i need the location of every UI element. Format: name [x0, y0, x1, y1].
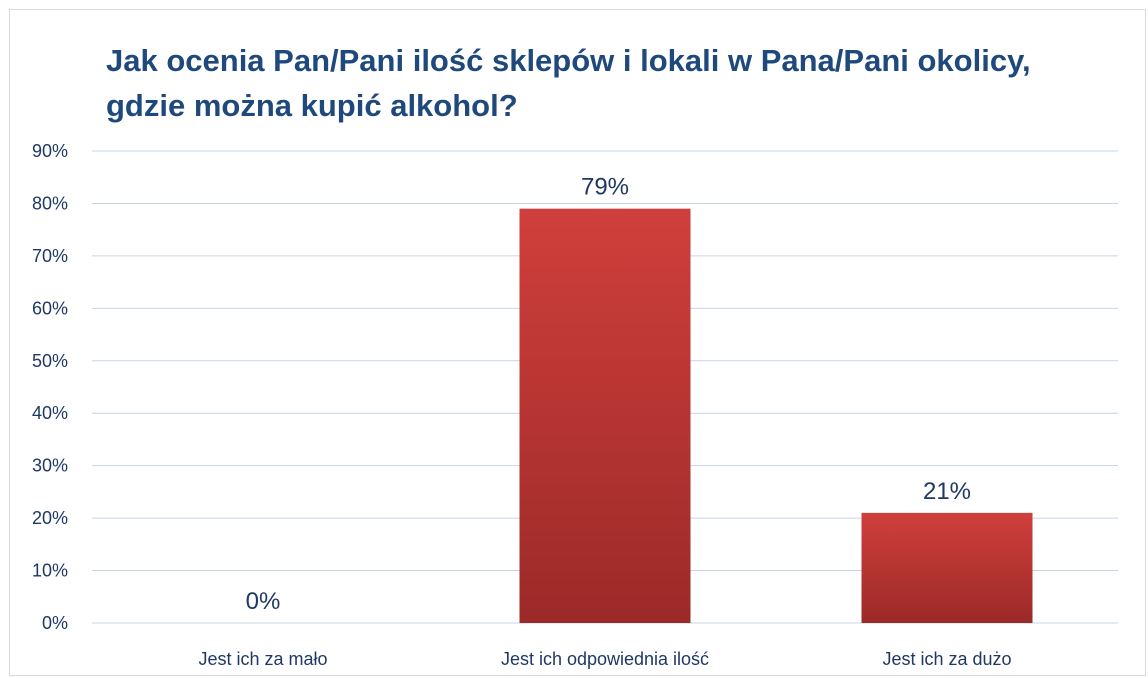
bar	[861, 512, 1033, 623]
bars	[519, 208, 1033, 623]
category-label: Jest ich za dużo	[882, 649, 1011, 669]
data-labels: 0% 79% 21%	[246, 174, 971, 615]
y-tick-label: 10%	[32, 561, 68, 581]
y-tick-label: 30%	[32, 456, 68, 476]
chart-title: Jak ocenia Pan/Pani ilość sklepów i loka…	[106, 43, 1031, 123]
bar	[519, 208, 691, 623]
category-label: Jest ich odpowiednia ilość	[501, 649, 709, 669]
y-tick-label: 80%	[32, 193, 68, 213]
category-label: Jest ich za mało	[198, 649, 327, 669]
data-label: 0%	[246, 588, 281, 615]
y-tick-label: 20%	[32, 508, 68, 528]
y-axis-ticks: 0% 10% 20% 30% 40% 50% 60% 70% 80% 90%	[32, 141, 68, 633]
y-tick-label: 50%	[32, 351, 68, 371]
y-tick-label: 90%	[32, 141, 68, 161]
data-label: 79%	[581, 174, 629, 201]
x-axis-categories: Jest ich za mało Jest ich odpowiednia ilo…	[198, 649, 1011, 669]
y-tick-label: 60%	[32, 298, 68, 318]
y-tick-label: 70%	[32, 246, 68, 266]
data-label: 21%	[923, 478, 971, 505]
y-tick-label: 40%	[32, 403, 68, 423]
y-tick-label: 0%	[42, 613, 68, 633]
